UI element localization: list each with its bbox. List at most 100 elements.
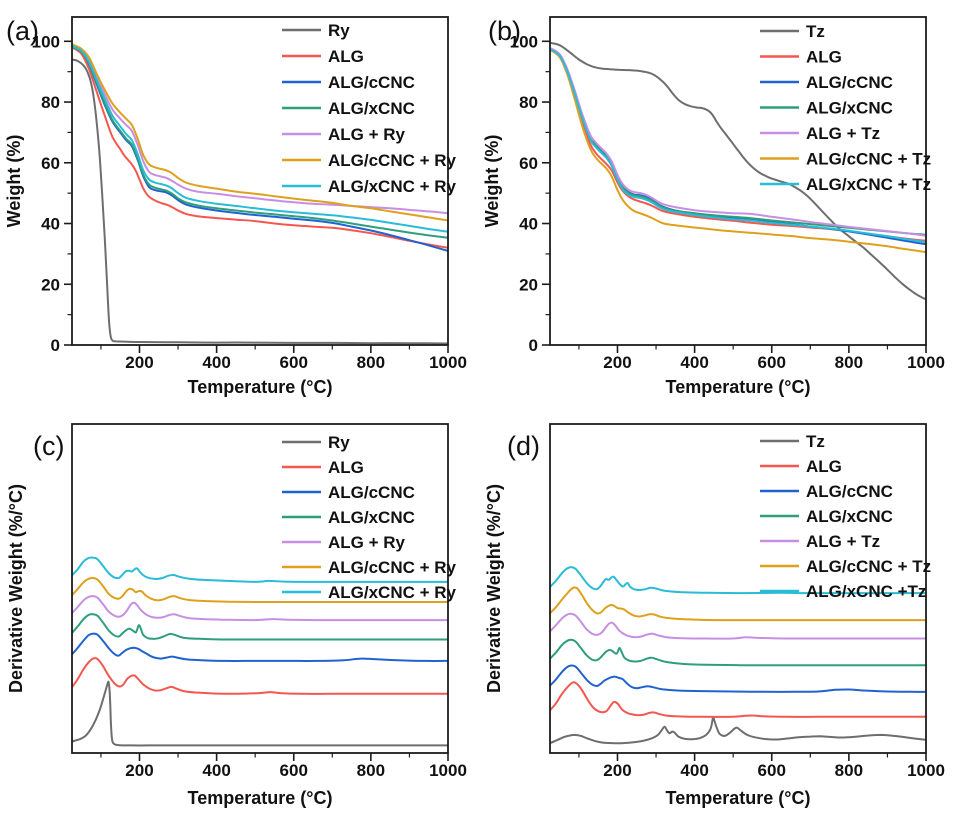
plot-a: 200 400 600 800 1000 0 20 40 60 80 100 Ry ALG ALG/cCN… — [4, 16, 467, 397]
plot-frame — [549, 423, 927, 754]
legend-label: ALG/cCNC + Tz — [806, 150, 931, 169]
curve-alg-ccnc-tz — [550, 48, 926, 254]
curve-alg-xcnc — [550, 638, 926, 667]
panel-d: 200 400 600 800 1000 Tz ALG ALG/cCNC ALG/xCNC ALG… — [478, 413, 955, 826]
legend-label: ALG/cCNC — [806, 482, 893, 501]
axes-ticks — [100, 753, 449, 761]
x-tick-label: 800 — [357, 353, 385, 372]
y-tick-label: 100 — [510, 32, 538, 51]
x-tick-label: 200 — [125, 353, 153, 372]
legend-label: ALG/cCNC + Ry — [328, 151, 457, 170]
curves — [72, 556, 448, 747]
curve-alg-xcnc-ry — [72, 556, 448, 583]
legend-label: ALG + Ry — [328, 125, 406, 144]
x-tick-label: 200 — [603, 353, 631, 372]
plot-d: 200 400 600 800 1000 Tz ALG ALG/cCNC ALG/xCNC ALG… — [484, 423, 945, 808]
panel-letter-b: (b) — [488, 16, 521, 46]
x-axis-title: Temperature (°C) — [666, 788, 811, 808]
plot-b: 200 400 600 800 1000 0 20 40 60 80 100 Tz ALG ALG/cCN… — [482, 16, 945, 397]
plot-c: 200 400 600 800 1000 Ry ALG ALG/cCNC ALG/xCNC ALG… — [6, 423, 467, 808]
legend-label: ALG — [328, 47, 364, 66]
y-tick-label: 80 — [519, 93, 538, 112]
x-axis-title: Temperature (°C) — [666, 377, 811, 397]
y-tick-label: 20 — [41, 275, 60, 294]
curve-alg-xcnc-ry — [72, 44, 448, 233]
legend-label: ALG/cCNC — [328, 483, 415, 502]
legend-label: ALG — [806, 48, 842, 67]
x-tick-label: 800 — [357, 761, 385, 780]
x-tick-label: 200 — [125, 761, 153, 780]
y-tick-label: 100 — [32, 32, 60, 51]
panel-letter-d: (d) — [507, 431, 540, 461]
x-tick-label: 1000 — [429, 761, 467, 780]
x-tick-label: 600 — [758, 761, 786, 780]
y-tick-label: 60 — [519, 154, 538, 173]
legend-label: ALG/xCNC — [328, 508, 415, 527]
legend-label: Tz — [806, 22, 825, 41]
x-tick-label: 800 — [835, 353, 863, 372]
y-axis-title: Weight (%) — [482, 135, 502, 228]
curves — [72, 43, 448, 345]
panel-b: 200 400 600 800 1000 0 20 40 60 80 100 Tz ALG ALG/cCN… — [478, 0, 955, 413]
x-tick-label: 200 — [603, 761, 631, 780]
y-tick-label: 80 — [41, 93, 60, 112]
legend-label: ALG/xCNC + Ry — [328, 583, 457, 602]
curve-alg-ccnc-tz — [550, 586, 926, 622]
axes-ticks — [578, 753, 927, 761]
x-tick-label: 600 — [758, 353, 786, 372]
curves — [550, 41, 926, 301]
legend-label: ALG — [328, 458, 364, 477]
x-tick-label: 1000 — [907, 761, 945, 780]
y-axis-title: Derivative Weight (%/°C) — [6, 484, 26, 693]
legend-label: ALG/xCNC + Tz — [806, 175, 931, 194]
curve-ry — [72, 58, 448, 345]
legend-label: ALG/cCNC — [328, 73, 415, 92]
panel-letter-a: (a) — [6, 16, 39, 46]
x-axis-title: Temperature (°C) — [188, 377, 333, 397]
y-tick-label: 60 — [41, 154, 60, 173]
x-tick-label: 1000 — [429, 353, 467, 372]
curve-alg — [550, 681, 926, 718]
y-tick-label: 40 — [519, 215, 538, 234]
y-axis-title: Weight (%) — [4, 135, 24, 228]
legend-label: ALG/cCNC + Tz — [806, 557, 931, 576]
curve-alg-ccnc — [550, 664, 926, 693]
legend-label: ALG/xCNC +Tz — [806, 582, 926, 601]
x-tick-label: 1000 — [907, 353, 945, 372]
legend-label: Tz — [806, 432, 825, 451]
y-tick-label: 40 — [41, 215, 60, 234]
curve-alg-ry — [72, 595, 448, 622]
y-tick-label: 0 — [51, 336, 60, 355]
legend-label: ALG — [806, 457, 842, 476]
legend: Tz ALG ALG/cCNC ALG/xCNC ALG + Tz ALG/cCNC + … — [760, 432, 931, 601]
curve-alg-ccnc — [72, 632, 448, 662]
legend-label: ALG/cCNC + Ry — [328, 558, 457, 577]
x-tick-label: 800 — [835, 761, 863, 780]
panel-letter-c: (c) — [33, 431, 64, 461]
curve-alg — [72, 657, 448, 695]
legend-label: ALG + Tz — [806, 124, 880, 143]
plot-frame — [71, 423, 449, 754]
curve-alg-ccnc-ry — [72, 43, 448, 222]
curve-ry — [72, 680, 448, 747]
y-tick-label: 0 — [529, 336, 538, 355]
y-axis-title: Derivative Weight (%/°C) — [484, 484, 504, 693]
legend: Ry ALG ALG/cCNC ALG/xCNC ALG + Ry ALG/cCNC + … — [282, 21, 457, 196]
legend-label: ALG + Tz — [806, 532, 880, 551]
x-tick-label: 600 — [280, 353, 308, 372]
legend-label: ALG + Ry — [328, 533, 406, 552]
legend-label: ALG/xCNC — [806, 99, 893, 118]
curve-alg-tz — [550, 612, 926, 640]
curve-alg-xcnc-tz — [550, 48, 926, 243]
curve-alg — [72, 46, 448, 249]
curve-tz — [550, 716, 926, 745]
x-tick-label: 400 — [202, 761, 230, 780]
plot-frame — [71, 16, 449, 346]
legend-label: ALG/xCNC — [328, 99, 415, 118]
curve-alg-xcnc — [72, 613, 448, 641]
x-tick-label: 400 — [202, 353, 230, 372]
legend: Tz ALG ALG/cCNC ALG/xCNC ALG + Tz ALG/cCNC + … — [760, 22, 931, 194]
panel-a: 200 400 600 800 1000 0 20 40 60 80 100 Ry ALG ALG/cCN… — [0, 0, 478, 413]
x-tick-label: 400 — [680, 761, 708, 780]
